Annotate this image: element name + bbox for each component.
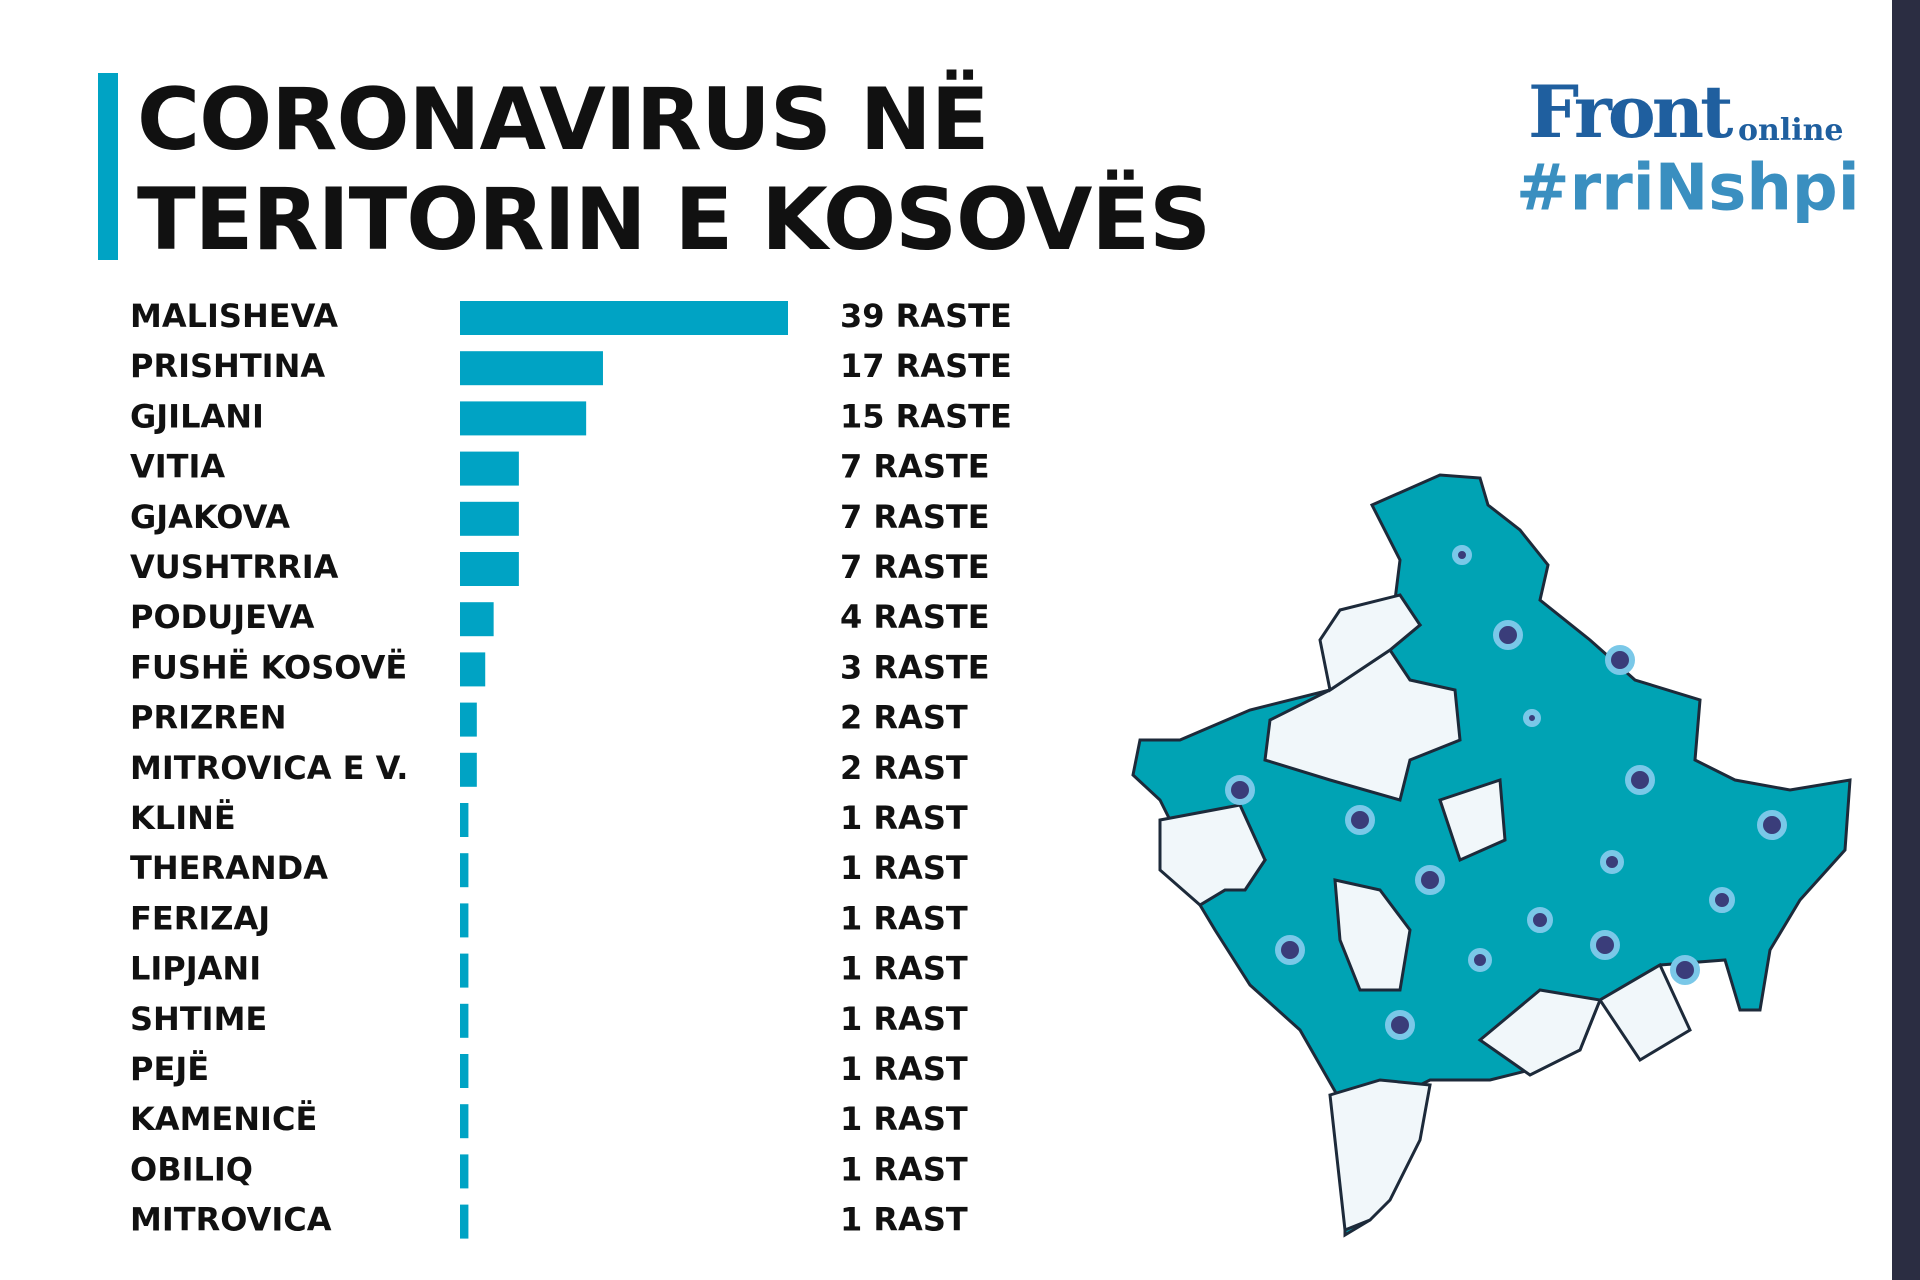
category-label: MITROVICA E V. xyxy=(130,749,408,787)
bar xyxy=(460,451,519,486)
category-label: OBILIQ xyxy=(130,1150,253,1188)
value-label: 7 RASTE xyxy=(840,448,990,486)
title-accent xyxy=(98,73,118,260)
chart-title: CORONAVIRUS NË TERITORIN E KOSOVËS xyxy=(137,70,1211,270)
bar xyxy=(460,1104,469,1139)
bar xyxy=(460,1003,469,1038)
bar xyxy=(460,401,587,436)
value-label: 1 RAST xyxy=(840,899,968,937)
logo: Front online #rriNshpi xyxy=(1516,69,1860,226)
category-label: PRIZREN xyxy=(130,699,286,737)
category-label: PEJË xyxy=(130,1050,209,1088)
bar xyxy=(460,752,477,787)
bar xyxy=(460,552,519,586)
value-label: 1 RAST xyxy=(840,799,968,837)
bar xyxy=(460,903,469,938)
bar xyxy=(460,953,469,988)
value-label: 1 RAST xyxy=(840,1150,968,1188)
value-label: 1 RAST xyxy=(840,1100,968,1138)
bar xyxy=(460,602,494,637)
category-label: KLINË xyxy=(130,799,236,837)
value-label: 7 RASTE xyxy=(840,548,990,586)
category-label: GJAKOVA xyxy=(130,498,290,536)
bar xyxy=(460,652,486,687)
category-label: VITIA xyxy=(130,448,225,486)
bar xyxy=(460,1204,469,1239)
category-label: PODUJEVA xyxy=(130,598,315,636)
category-label: GJILANI xyxy=(130,397,264,435)
category-label: THERANDA xyxy=(130,849,328,887)
side-strip xyxy=(1892,0,1920,1280)
bar xyxy=(460,301,788,335)
value-label: 1 RAST xyxy=(840,1201,968,1239)
category-label: MALISHEVA xyxy=(130,297,338,335)
logo-hashtag: #rriNshpi xyxy=(1516,152,1860,226)
value-label: 1 RAST xyxy=(840,1000,968,1038)
value-label: 2 RAST xyxy=(840,749,968,787)
bar xyxy=(460,803,469,837)
value-label: 7 RASTE xyxy=(840,498,990,536)
bar xyxy=(460,702,477,737)
category-label: MITROVICA xyxy=(130,1201,332,1239)
bar xyxy=(460,1154,469,1189)
bar xyxy=(460,1054,469,1088)
bar xyxy=(460,351,603,386)
category-label: KAMENICË xyxy=(130,1100,317,1138)
value-label: 4 RASTE xyxy=(840,598,990,636)
category-label: VUSHTRRIA xyxy=(130,548,339,586)
value-label: 1 RAST xyxy=(840,950,968,988)
bar xyxy=(460,853,469,888)
category-label: LIPJANI xyxy=(130,950,261,988)
bar xyxy=(460,501,519,536)
value-label: 39 RASTE xyxy=(840,297,1012,335)
value-label: 1 RAST xyxy=(840,849,968,887)
logo-suffix: online xyxy=(1738,113,1844,148)
value-label: 3 RASTE xyxy=(840,648,990,686)
category-label: FUSHË KOSOVË xyxy=(130,648,407,686)
category-label: PRISHTINA xyxy=(130,347,325,385)
value-label: 17 RASTE xyxy=(840,347,1012,385)
map xyxy=(1131,473,1852,1238)
value-label: 2 RAST xyxy=(840,699,968,737)
value-label: 1 RAST xyxy=(840,1050,968,1088)
value-label: 15 RASTE xyxy=(840,397,1012,435)
category-label: SHTIME xyxy=(130,1000,267,1038)
category-label: FERIZAJ xyxy=(130,899,270,937)
logo-name: Front xyxy=(1528,69,1733,154)
